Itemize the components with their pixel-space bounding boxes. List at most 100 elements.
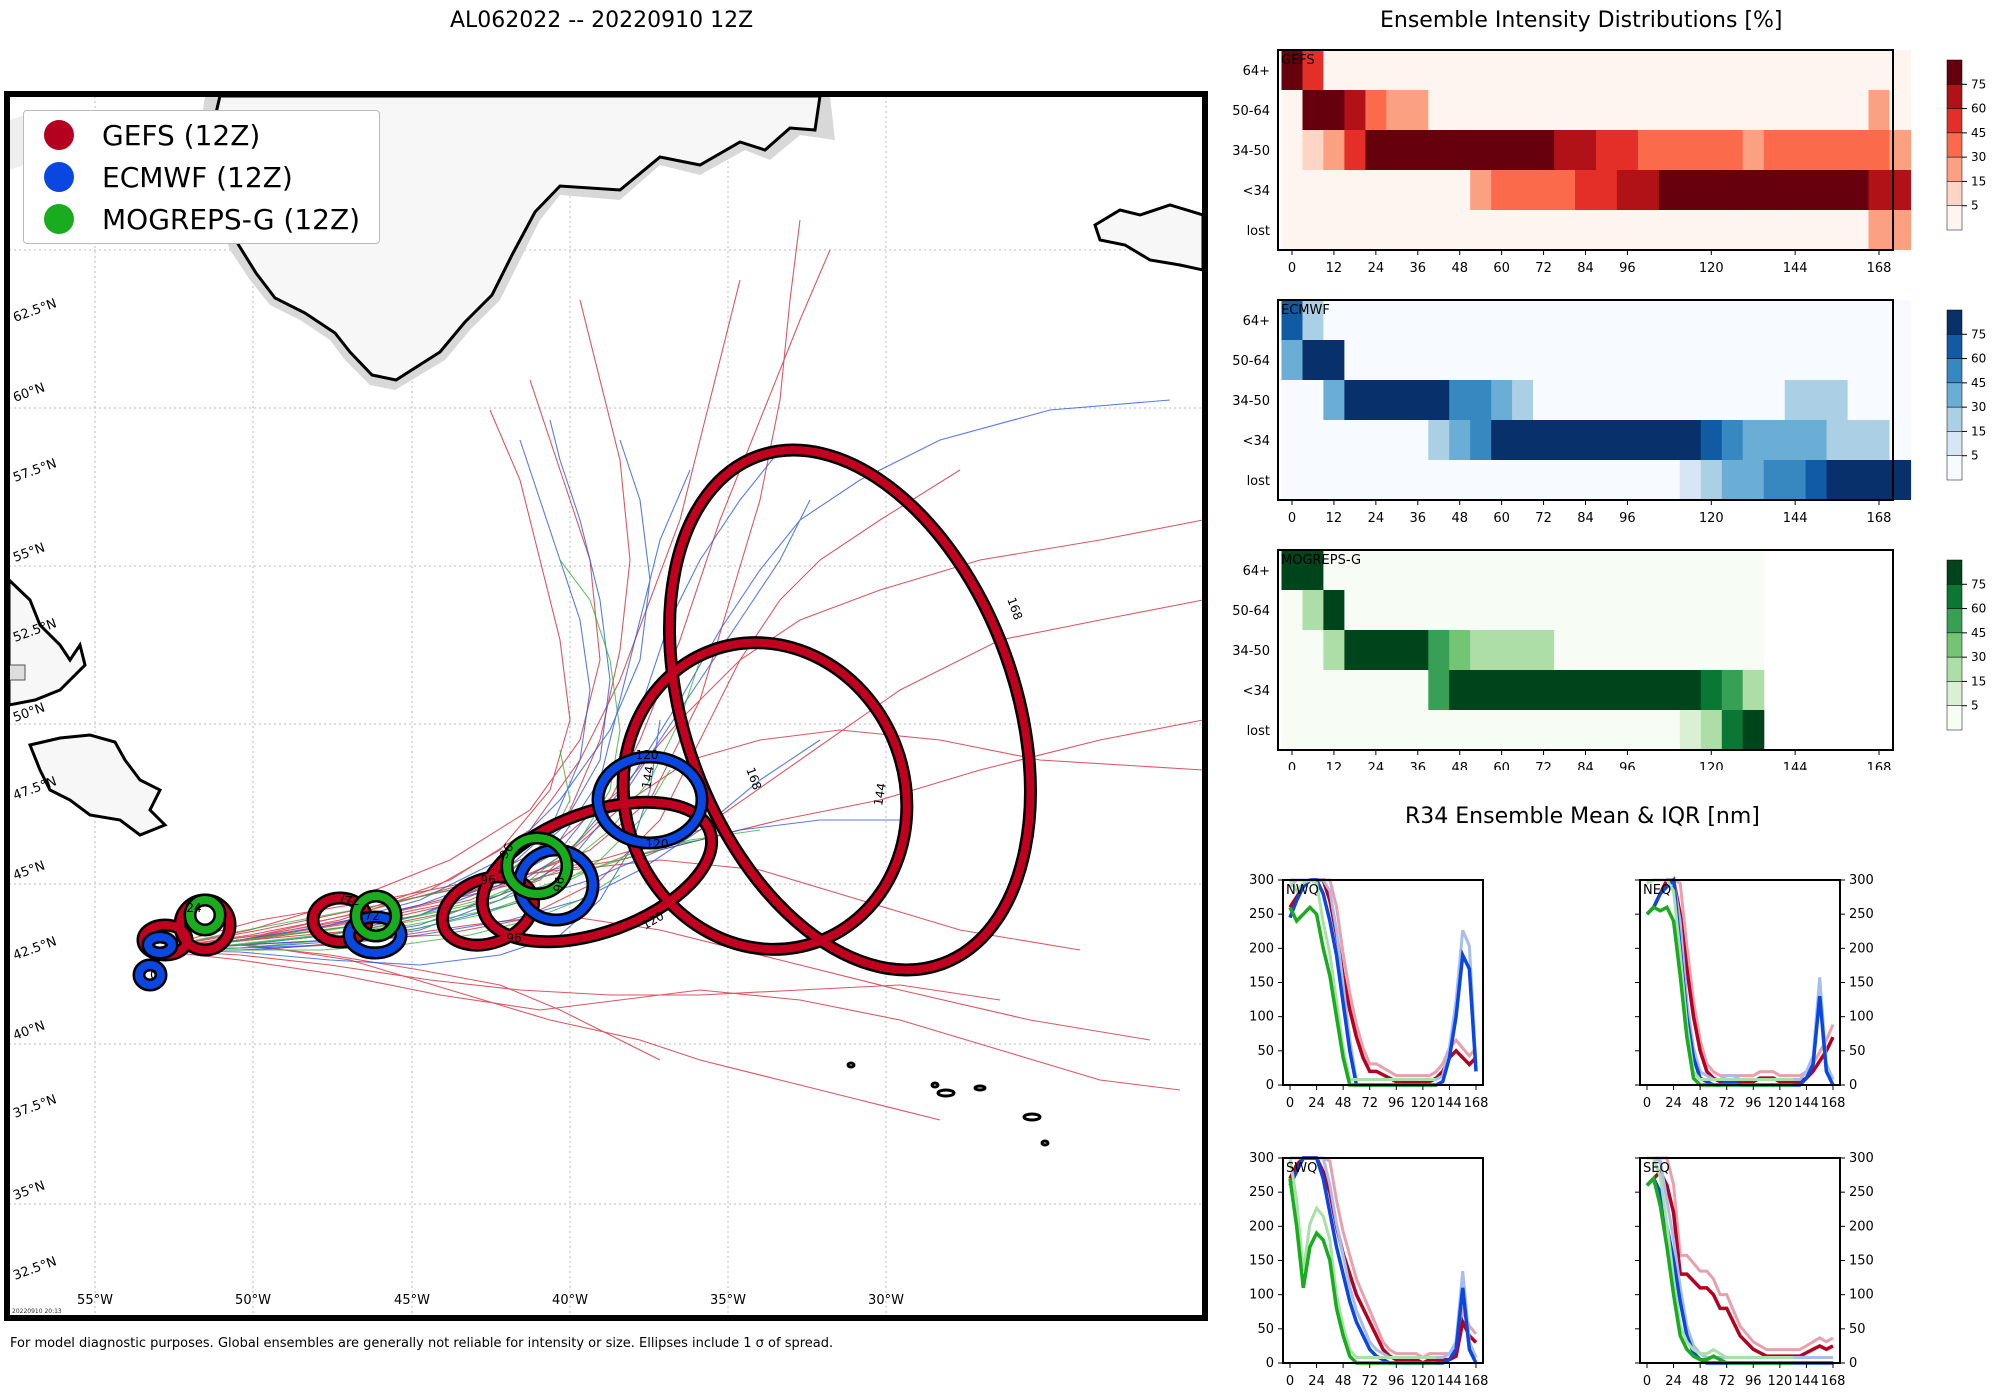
x-tick-label: 168 bbox=[1867, 761, 1892, 770]
heat-cell bbox=[1344, 630, 1366, 670]
heat-cell bbox=[1805, 170, 1828, 210]
colorbar-tick-label: 30 bbox=[1971, 650, 1986, 664]
heat-cell bbox=[1637, 300, 1660, 340]
lon-label: 55°W bbox=[77, 1293, 113, 1308]
x-tick-label: 120 bbox=[1767, 1096, 1792, 1111]
heat-cell bbox=[1700, 130, 1723, 170]
heat-cell bbox=[1281, 550, 1304, 590]
heat-cell bbox=[1365, 710, 1387, 750]
ecmwf-label-72: 72 bbox=[364, 909, 379, 923]
heat-cell bbox=[1344, 670, 1366, 710]
x-tick-label: 168 bbox=[1821, 1374, 1846, 1389]
heat-cell bbox=[1596, 550, 1618, 590]
heat-cell bbox=[1344, 590, 1366, 630]
heat-cell bbox=[1491, 300, 1513, 340]
heat-cell bbox=[1721, 420, 1744, 460]
heat-cell bbox=[1575, 130, 1597, 170]
heat-cell bbox=[1575, 460, 1597, 500]
y-tick-label: 0 bbox=[1266, 1078, 1274, 1093]
heat-cell bbox=[1386, 210, 1408, 250]
colorbar-tick-label: 75 bbox=[1971, 577, 1986, 591]
heat-cell bbox=[1575, 710, 1597, 750]
colorbar-tick-label: 5 bbox=[1971, 199, 1979, 213]
heat-cell bbox=[1512, 210, 1534, 250]
gefs-label-96a: 96 bbox=[506, 931, 521, 945]
heat-cell bbox=[1365, 590, 1387, 630]
x-tick-label: 120 bbox=[1410, 1374, 1435, 1389]
x-tick-label: 48 bbox=[1451, 761, 1468, 770]
heat-cell bbox=[1889, 90, 1912, 130]
heat-cell bbox=[1575, 50, 1597, 90]
heat-cell bbox=[1679, 630, 1702, 670]
heat-cell bbox=[1679, 130, 1702, 170]
heat-cell bbox=[1281, 340, 1304, 380]
x-tick-label: 96 bbox=[1619, 761, 1636, 770]
heat-cell bbox=[1554, 670, 1576, 710]
heat-cell bbox=[1700, 340, 1723, 380]
heat-cell bbox=[1323, 710, 1345, 750]
colorbar-swatch bbox=[1946, 132, 1963, 158]
x-tick-label: 12 bbox=[1326, 761, 1343, 770]
x-tick-label: 96 bbox=[1388, 1096, 1405, 1111]
x-tick-label: 36 bbox=[1410, 261, 1427, 276]
heat-cell bbox=[1763, 210, 1786, 250]
heat-cell bbox=[1742, 380, 1765, 420]
mean-line bbox=[1645, 904, 1794, 1087]
y-tick-label: 150 bbox=[1849, 976, 1874, 991]
x-tick-label: 24 bbox=[1368, 761, 1385, 770]
heat-cell bbox=[1533, 550, 1555, 590]
heat-cell bbox=[1679, 550, 1702, 590]
heat-cell bbox=[1302, 590, 1325, 630]
heat-cell bbox=[1742, 210, 1765, 250]
heat-cell bbox=[1596, 670, 1618, 710]
heat-cell bbox=[1616, 590, 1639, 630]
colorbar-swatch bbox=[1946, 334, 1963, 359]
x-tick-label: 120 bbox=[1699, 511, 1724, 526]
heat-cell bbox=[1323, 210, 1345, 250]
heat-cell bbox=[1533, 210, 1555, 250]
heat-cell bbox=[1847, 300, 1870, 340]
heat-cell bbox=[1596, 50, 1618, 90]
heat-cell bbox=[1554, 300, 1576, 340]
heat-cell bbox=[1470, 170, 1492, 210]
heat-cell bbox=[1344, 210, 1366, 250]
footnote: For model diagnostic purposes. Global en… bbox=[10, 1336, 834, 1351]
map-title: AL062022 -- 20220910 12Z bbox=[450, 8, 754, 33]
x-tick-label: 0 bbox=[1288, 261, 1296, 276]
heat-cell bbox=[1512, 550, 1534, 590]
heat-cell bbox=[1323, 300, 1345, 340]
heat-cell bbox=[1575, 420, 1597, 460]
x-tick-label: 0 bbox=[1286, 1096, 1294, 1111]
heat-cell bbox=[1302, 630, 1325, 670]
heat-cell bbox=[1302, 420, 1325, 460]
y-tick-label: 64+ bbox=[1243, 314, 1270, 329]
iqr-line bbox=[1647, 1156, 1794, 1360]
heat-cell bbox=[1365, 380, 1387, 420]
heat-cell bbox=[1281, 300, 1304, 340]
x-tick-label: 60 bbox=[1493, 761, 1510, 770]
y-tick-label: 250 bbox=[1249, 1185, 1274, 1200]
y-tick-label: 50 bbox=[1849, 1322, 1866, 1337]
heat-cell bbox=[1512, 170, 1534, 210]
heat-cell bbox=[1658, 460, 1681, 500]
heat-cell bbox=[1470, 710, 1492, 750]
heat-cell bbox=[1365, 460, 1387, 500]
heat-cell bbox=[1637, 50, 1660, 90]
heat-cell bbox=[1491, 210, 1513, 250]
heat-cell bbox=[1491, 670, 1513, 710]
heat-cell bbox=[1763, 130, 1786, 170]
heat-cell bbox=[1323, 380, 1345, 420]
heat-cell bbox=[1596, 130, 1618, 170]
colorbar-tick-label: 15 bbox=[1971, 674, 1986, 688]
y-tick-label: 100 bbox=[1849, 1010, 1874, 1025]
heat-cell bbox=[1281, 630, 1304, 670]
heat-cell bbox=[1491, 340, 1513, 380]
gefs-label-96b: 96 bbox=[480, 873, 495, 887]
heat-cell bbox=[1742, 630, 1765, 670]
heat-cell bbox=[1428, 630, 1450, 670]
heat-cell bbox=[1386, 380, 1408, 420]
y-tick-label: 150 bbox=[1849, 1254, 1874, 1269]
x-tick-label: 96 bbox=[1745, 1374, 1762, 1389]
heat-cell bbox=[1365, 340, 1387, 380]
